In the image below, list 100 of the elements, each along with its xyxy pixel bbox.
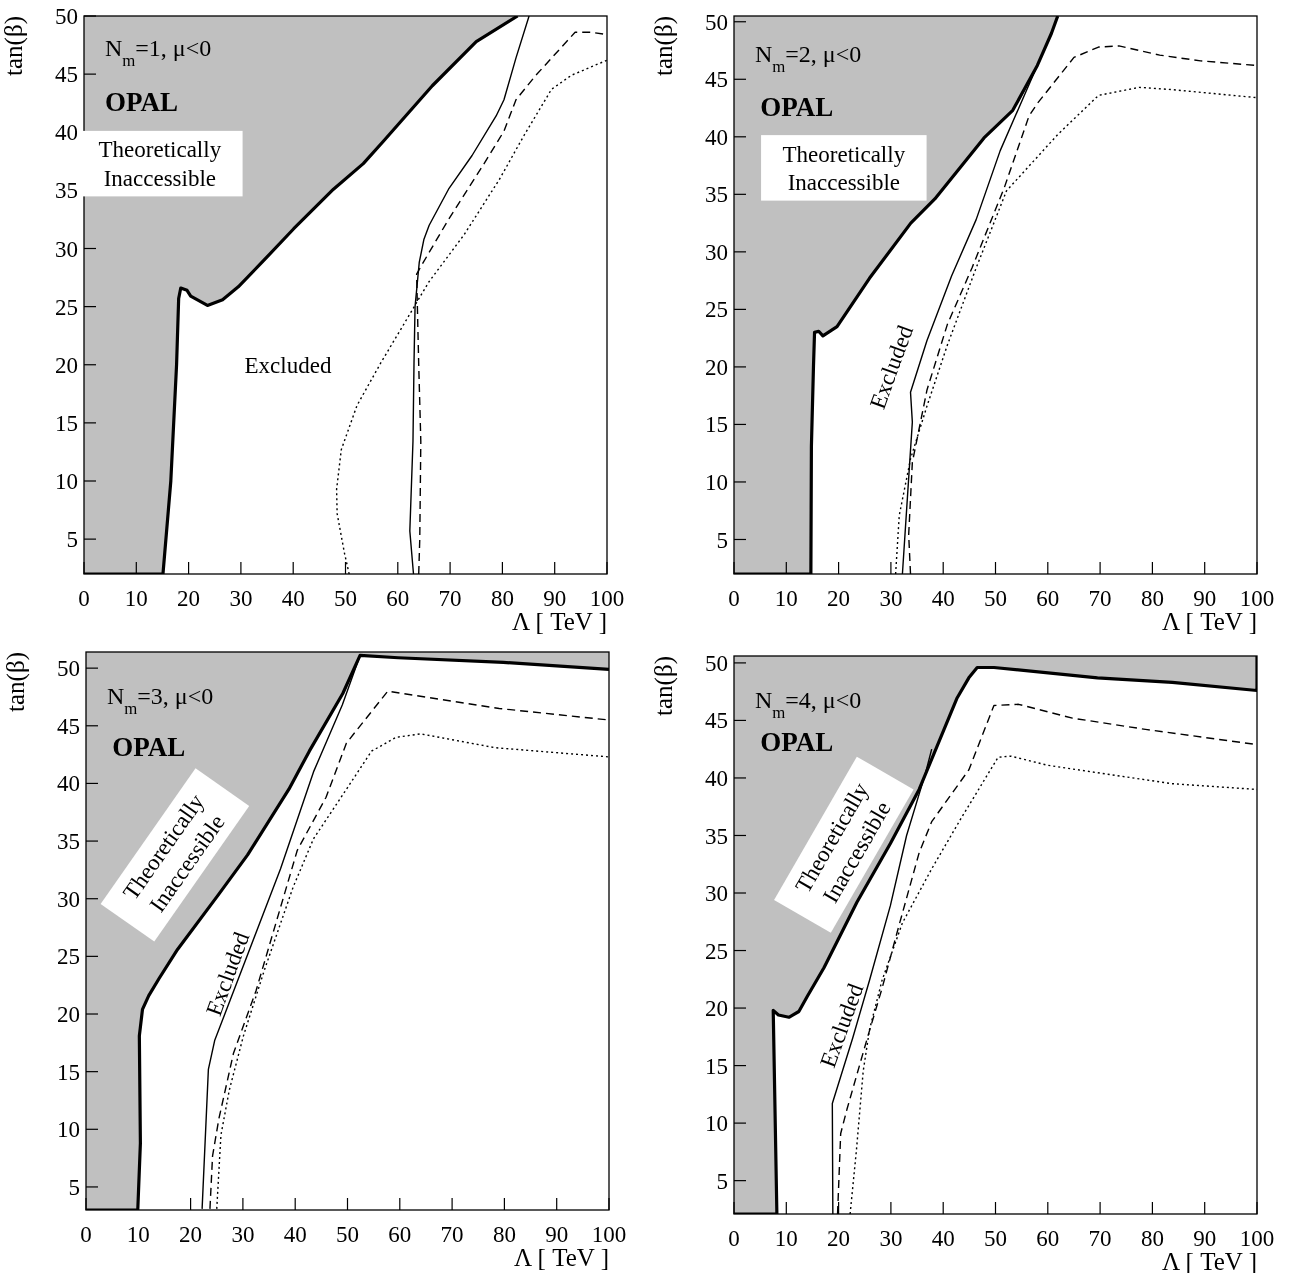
y-tick-label: 35 bbox=[705, 182, 728, 208]
y-tick-label: 50 bbox=[705, 650, 728, 676]
x-tick-label: 80 bbox=[492, 1222, 516, 1247]
y-tick-label: 5 bbox=[68, 1174, 80, 1200]
x-tick-label: 10 bbox=[126, 1222, 150, 1247]
y-tick-label: 20 bbox=[705, 354, 728, 380]
y-tick-label: 35 bbox=[57, 829, 80, 855]
x-axis-title: Λ [ TeV ] bbox=[511, 608, 607, 635]
x-tick-label: 70 bbox=[438, 586, 462, 611]
x-tick-label: 20 bbox=[177, 586, 201, 611]
x-tick-label: 10 bbox=[774, 586, 798, 611]
annotation: OPAL bbox=[112, 731, 186, 762]
x-tick-label: 100 bbox=[589, 586, 625, 611]
x-tick-label: 30 bbox=[879, 586, 903, 611]
y-tick-label: 30 bbox=[55, 236, 78, 262]
x-tick-label: 30 bbox=[229, 586, 253, 611]
y-tick-label: 45 bbox=[55, 62, 78, 88]
annotation: OPAL bbox=[104, 87, 178, 118]
x-tick-label: 100 bbox=[1239, 586, 1275, 611]
x-tick-label: 0 bbox=[78, 586, 90, 611]
x-tick-label: 80 bbox=[1140, 586, 1164, 611]
y-tick-label: 35 bbox=[55, 178, 78, 204]
x-tick-label: 20 bbox=[827, 586, 851, 611]
y-tick-label: 15 bbox=[705, 1053, 728, 1079]
y-tick-label: 45 bbox=[57, 713, 80, 739]
y-tick-label: 15 bbox=[57, 1059, 80, 1085]
y-tick-label: 20 bbox=[55, 352, 78, 378]
x-tick-label: 10 bbox=[124, 586, 148, 611]
x-tick-label: 90 bbox=[1193, 586, 1217, 611]
x-tick-label: 90 bbox=[1193, 1226, 1217, 1251]
x-axis-title: Λ [ TeV ] bbox=[1161, 1248, 1257, 1273]
annotation: Theoretically Inaccessible bbox=[782, 141, 906, 196]
y-tick-label: 5 bbox=[66, 527, 78, 553]
y-tick-label: 50 bbox=[57, 656, 80, 682]
y-tick-label: 15 bbox=[705, 412, 728, 438]
y-tick-label: 45 bbox=[705, 708, 728, 734]
annotation: N$_{m}$=1, μ<0 bbox=[104, 34, 212, 70]
x-tick-label: 40 bbox=[931, 1226, 955, 1251]
y-tick-label: 25 bbox=[57, 944, 80, 970]
x-tick-label: 30 bbox=[879, 1226, 903, 1251]
x-tick-label: 20 bbox=[827, 1226, 851, 1251]
y-axis-title: tan(β) bbox=[0, 16, 28, 76]
annotation: N$_{m}$=2, μ<0 bbox=[754, 41, 862, 76]
x-tick-label: 0 bbox=[728, 1226, 740, 1251]
x-axis-title: Λ [ TeV ] bbox=[513, 1244, 609, 1271]
y-tick-label: 40 bbox=[705, 124, 728, 150]
x-tick-label: 70 bbox=[1088, 1226, 1112, 1251]
x-axis-title: Λ [ TeV ] bbox=[1161, 608, 1257, 635]
y-axis-title: tan(β) bbox=[650, 656, 678, 716]
y-tick-label: 15 bbox=[55, 410, 78, 436]
x-tick-label: 10 bbox=[774, 1226, 798, 1251]
annotation: OPAL bbox=[760, 92, 834, 123]
y-tick-label: 20 bbox=[57, 1002, 80, 1028]
x-tick-label: 100 bbox=[591, 1222, 627, 1247]
annotation: N$_{m}$=3, μ<0 bbox=[106, 683, 214, 718]
y-tick-label: 25 bbox=[705, 938, 728, 964]
x-tick-label: 50 bbox=[984, 1226, 1007, 1251]
y-axis-title: tan(β) bbox=[2, 652, 30, 712]
x-tick-label: 70 bbox=[1088, 586, 1112, 611]
x-tick-label: 30 bbox=[231, 1222, 255, 1247]
y-tick-label: 10 bbox=[57, 1117, 80, 1143]
x-tick-label: 100 bbox=[1239, 1226, 1275, 1251]
x-tick-label: 90 bbox=[545, 1222, 569, 1247]
y-tick-label: 10 bbox=[55, 469, 78, 495]
x-tick-label: 50 bbox=[334, 586, 357, 611]
y-tick-label: 25 bbox=[705, 297, 728, 323]
y-tick-label: 30 bbox=[705, 881, 728, 907]
y-tick-label: 35 bbox=[705, 823, 728, 849]
y-axis-title: tan(β) bbox=[650, 16, 678, 76]
x-tick-label: 0 bbox=[80, 1222, 92, 1247]
x-tick-label: 40 bbox=[931, 586, 955, 611]
x-tick-label: 60 bbox=[1036, 586, 1060, 611]
x-tick-label: 50 bbox=[984, 586, 1007, 611]
x-tick-label: 40 bbox=[283, 1222, 307, 1247]
x-tick-label: 60 bbox=[386, 586, 410, 611]
x-tick-label: 90 bbox=[543, 586, 567, 611]
y-tick-label: 40 bbox=[705, 766, 728, 791]
y-tick-label: 10 bbox=[705, 1111, 728, 1137]
x-tick-label: 50 bbox=[336, 1222, 359, 1247]
y-tick-label: 50 bbox=[55, 4, 78, 30]
x-tick-label: 20 bbox=[179, 1222, 203, 1247]
annotation: Excluded bbox=[244, 352, 332, 378]
y-tick-label: 30 bbox=[57, 886, 80, 912]
y-tick-label: 30 bbox=[705, 239, 728, 265]
x-tick-label: 60 bbox=[1036, 1226, 1060, 1251]
x-tick-label: 70 bbox=[440, 1222, 464, 1247]
y-tick-label: 10 bbox=[705, 470, 728, 496]
annotation: Theoretically Inaccessible bbox=[98, 137, 222, 192]
y-tick-label: 50 bbox=[705, 9, 728, 35]
x-tick-label: 60 bbox=[388, 1222, 412, 1247]
x-tick-label: 0 bbox=[728, 586, 740, 611]
y-tick-label: 20 bbox=[705, 996, 728, 1022]
x-tick-label: 40 bbox=[281, 586, 305, 611]
y-tick-label: 25 bbox=[55, 294, 78, 320]
annotation: OPAL bbox=[760, 726, 834, 757]
annotation: N$_{m}$=4, μ<0 bbox=[754, 687, 862, 722]
x-tick-label: 80 bbox=[1140, 1226, 1164, 1251]
y-tick-label: 5 bbox=[716, 527, 728, 553]
y-tick-label: 40 bbox=[55, 120, 78, 146]
y-tick-label: 5 bbox=[716, 1168, 728, 1194]
